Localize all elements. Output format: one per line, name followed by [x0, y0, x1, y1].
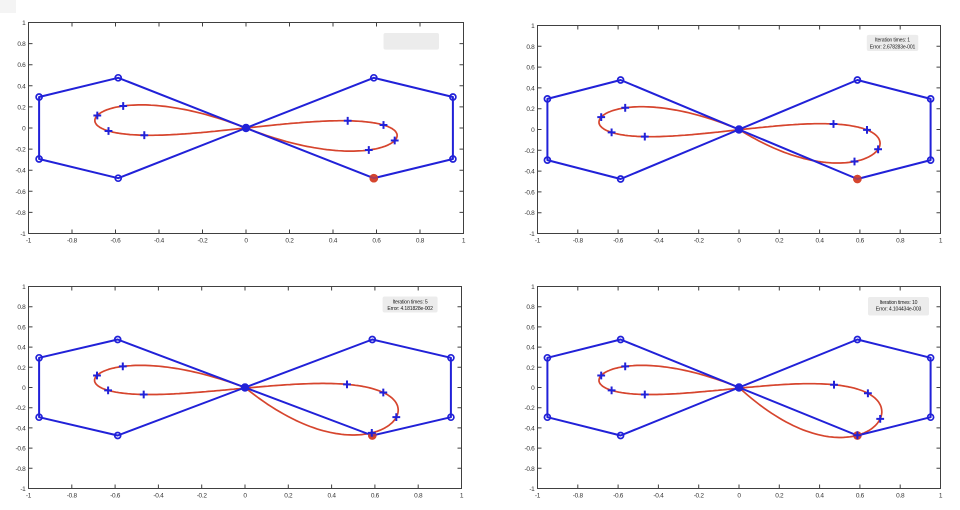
svg-text:0.2: 0.2 [526, 365, 535, 372]
svg-text:-1: -1 [535, 493, 541, 500]
svg-text:0: 0 [737, 238, 741, 245]
svg-text:-0.4: -0.4 [15, 168, 26, 175]
svg-text:-0.4: -0.4 [653, 238, 664, 245]
svg-text:-0.8: -0.8 [67, 493, 78, 500]
svg-text:-1: -1 [26, 238, 32, 245]
svg-text:0: 0 [531, 127, 535, 134]
svg-text:-0.2: -0.2 [524, 405, 535, 412]
svg-text:0.8: 0.8 [17, 41, 26, 48]
svg-text:0.4: 0.4 [816, 238, 825, 245]
svg-text:Error: 4.181828e-002: Error: 4.181828e-002 [387, 306, 433, 312]
svg-text:-0.8: -0.8 [524, 466, 535, 473]
svg-text:-0.4: -0.4 [524, 169, 535, 176]
svg-text:-0.6: -0.6 [15, 446, 26, 453]
svg-text:0.6: 0.6 [856, 238, 865, 245]
svg-text:0.4: 0.4 [17, 83, 26, 90]
svg-text:-0.4: -0.4 [154, 238, 165, 245]
svg-text:1: 1 [22, 284, 26, 291]
svg-text:0.4: 0.4 [816, 493, 825, 500]
svg-text:-1: -1 [529, 486, 535, 493]
svg-text:0.2: 0.2 [17, 365, 26, 372]
svg-text:Error: 4.104434e-003: Error: 4.104434e-003 [876, 307, 922, 313]
svg-text:-1: -1 [529, 231, 535, 238]
svg-text:Error: 2.678283e-001: Error: 2.678283e-001 [870, 45, 916, 51]
svg-text:-0.6: -0.6 [15, 189, 26, 196]
svg-text:-0.8: -0.8 [67, 238, 78, 245]
svg-text:-0.4: -0.4 [653, 493, 664, 500]
svg-text:0.8: 0.8 [414, 493, 423, 500]
svg-text:-0.2: -0.2 [524, 148, 535, 155]
svg-text:-0.2: -0.2 [694, 238, 705, 245]
svg-text:-0.2: -0.2 [197, 238, 208, 245]
svg-text:-0.8: -0.8 [573, 493, 584, 500]
svg-text:0.6: 0.6 [526, 65, 535, 72]
svg-text:0.8: 0.8 [526, 304, 535, 311]
svg-text:0: 0 [244, 238, 248, 245]
svg-text:1: 1 [531, 284, 535, 291]
svg-text:0.6: 0.6 [371, 493, 380, 500]
svg-text:-0.6: -0.6 [110, 238, 121, 245]
svg-text:-1: -1 [20, 486, 26, 493]
svg-text:0.6: 0.6 [17, 62, 26, 69]
svg-text:1: 1 [939, 238, 943, 245]
svg-text:1: 1 [460, 493, 464, 500]
svg-text:0.2: 0.2 [775, 238, 784, 245]
svg-text:1: 1 [531, 23, 535, 30]
svg-text:0.2: 0.2 [17, 104, 26, 111]
svg-text:0.4: 0.4 [526, 85, 535, 92]
svg-text:-0.6: -0.6 [613, 238, 624, 245]
svg-text:-1: -1 [26, 493, 32, 500]
svg-text:Iteration times: 5: Iteration times: 5 [393, 299, 428, 305]
svg-text:0.8: 0.8 [896, 493, 905, 500]
svg-text:0.2: 0.2 [526, 106, 535, 113]
svg-text:Iteration times: 1: Iteration times: 1 [875, 38, 910, 44]
svg-text:0.4: 0.4 [526, 345, 535, 352]
svg-text:0.8: 0.8 [526, 44, 535, 51]
svg-text:0: 0 [22, 126, 26, 133]
svg-text:0.6: 0.6 [526, 324, 535, 331]
svg-text:-1: -1 [535, 238, 541, 245]
svg-text:1: 1 [22, 20, 26, 27]
svg-text:0.6: 0.6 [17, 324, 26, 331]
svg-text:Iteration times: 10: Iteration times: 10 [880, 300, 918, 306]
svg-text:0.6: 0.6 [372, 238, 381, 245]
svg-text:-0.8: -0.8 [15, 210, 26, 217]
svg-text:0.8: 0.8 [416, 238, 425, 245]
svg-text:-0.2: -0.2 [197, 493, 208, 500]
svg-text:0.8: 0.8 [896, 238, 905, 245]
svg-text:1: 1 [939, 493, 943, 500]
svg-text:0.4: 0.4 [329, 238, 338, 245]
svg-text:0.2: 0.2 [285, 238, 294, 245]
svg-text:-0.4: -0.4 [153, 493, 164, 500]
svg-text:0.8: 0.8 [17, 304, 26, 311]
svg-text:-0.6: -0.6 [524, 189, 535, 196]
svg-text:-0.8: -0.8 [15, 466, 26, 473]
svg-text:-0.2: -0.2 [694, 493, 705, 500]
svg-text:-0.8: -0.8 [524, 210, 535, 217]
svg-text:-0.2: -0.2 [15, 405, 26, 412]
svg-text:-0.6: -0.6 [110, 493, 121, 500]
svg-text:-0.4: -0.4 [524, 425, 535, 432]
svg-text:0.2: 0.2 [775, 493, 784, 500]
svg-text:0: 0 [531, 385, 535, 392]
svg-text:-0.8: -0.8 [573, 238, 584, 245]
svg-text:-0.6: -0.6 [524, 446, 535, 453]
svg-text:0: 0 [243, 493, 247, 500]
svg-text:0.2: 0.2 [284, 493, 293, 500]
svg-text:0.6: 0.6 [856, 493, 865, 500]
svg-text:0: 0 [22, 385, 26, 392]
svg-text:0: 0 [737, 493, 741, 500]
svg-text:-0.4: -0.4 [15, 425, 26, 432]
svg-text:0.4: 0.4 [328, 493, 337, 500]
svg-text:0.4: 0.4 [17, 345, 26, 352]
svg-text:-0.6: -0.6 [613, 493, 624, 500]
svg-text:-0.2: -0.2 [15, 147, 26, 154]
svg-text:-1: -1 [20, 231, 26, 238]
svg-text:1: 1 [462, 238, 466, 245]
